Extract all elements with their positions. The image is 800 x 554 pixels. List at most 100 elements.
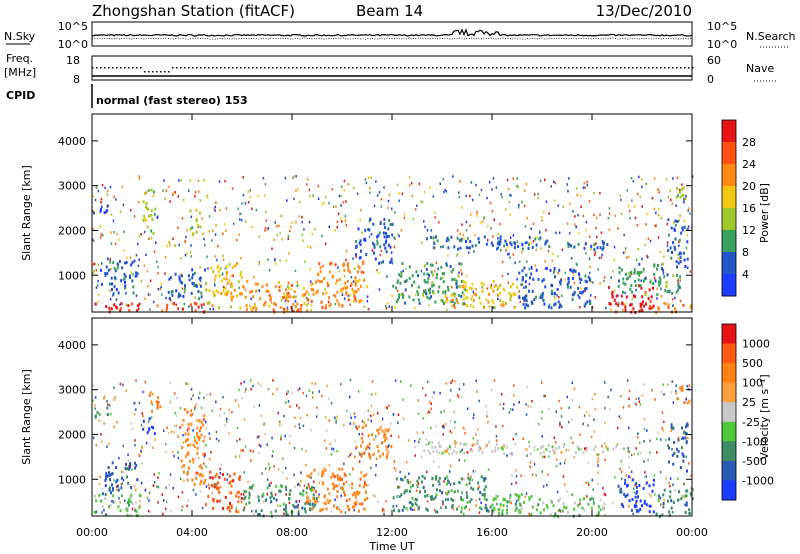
echo-cell	[273, 496, 276, 500]
echo-cell	[422, 486, 425, 489]
echo-cell	[499, 291, 502, 295]
echo-cell	[304, 510, 307, 514]
echo-cell	[183, 408, 186, 411]
scatter-point	[557, 255, 559, 258]
echo-cell	[179, 294, 182, 297]
scatter-point	[106, 193, 109, 196]
scatter-point	[509, 494, 512, 497]
echo-cell	[518, 295, 521, 299]
echo-cell	[582, 451, 585, 455]
scatter-point	[335, 418, 337, 422]
echo-cell	[645, 503, 648, 507]
echo-cell	[405, 506, 408, 510]
scatter-point	[354, 440, 357, 444]
echo-cell	[282, 502, 285, 506]
echo-cell	[200, 295, 203, 299]
echo-cell	[184, 432, 187, 436]
echo-cell	[372, 452, 375, 456]
echo-cell	[681, 426, 683, 430]
scatter-point	[356, 192, 359, 195]
scatter-point	[371, 249, 374, 252]
scatter-point	[507, 272, 509, 276]
scatter-point	[667, 195, 670, 199]
scatter-point	[129, 256, 132, 259]
scatter-point	[601, 445, 603, 448]
echo-cell	[390, 260, 393, 264]
echo-cell	[671, 453, 674, 457]
scatter-point	[147, 189, 150, 192]
scatter-point	[501, 195, 503, 199]
echo-cell	[392, 496, 395, 500]
scatter-point	[429, 186, 431, 189]
scatter-point	[672, 483, 674, 486]
colorbar-segment	[722, 402, 736, 423]
scatter-point	[248, 304, 251, 308]
scatter-point	[516, 240, 519, 243]
echo-cell	[535, 268, 538, 272]
scatter-point	[490, 283, 493, 287]
scatter-point	[293, 197, 295, 201]
echo-cell	[230, 506, 233, 510]
scatter-point	[101, 511, 103, 514]
scatter-point	[583, 414, 586, 417]
scatter-point	[264, 226, 267, 230]
freq-point	[268, 67, 270, 69]
scatter-point	[681, 183, 683, 186]
echo-cell	[124, 466, 127, 470]
echo-cell	[554, 302, 557, 306]
echo-cell	[457, 274, 460, 278]
scatter-point	[101, 234, 104, 237]
freq-point	[184, 67, 186, 69]
scatter-point	[668, 481, 670, 485]
scatter-point	[628, 404, 630, 408]
echo-cell	[672, 427, 675, 431]
echo-cell	[364, 498, 367, 502]
scatter-point	[344, 511, 347, 514]
scatter-point	[597, 464, 599, 467]
scatter-point	[198, 190, 200, 193]
scatter-point	[464, 432, 466, 435]
scatter-point	[232, 274, 234, 277]
echo-cell	[565, 506, 568, 510]
echo-cell	[181, 281, 184, 285]
scatter-point	[522, 437, 524, 441]
echo-cell	[115, 480, 118, 484]
echo-cell	[290, 283, 293, 287]
scatter-point	[119, 500, 121, 504]
scatter-point	[309, 195, 311, 198]
scatter-point	[435, 424, 438, 428]
echo-cell	[187, 451, 190, 455]
scatter-point	[433, 460, 435, 463]
freq-trace	[92, 67, 694, 73]
echo-cell	[103, 211, 106, 215]
echo-cell	[305, 290, 308, 294]
scatter-point	[177, 495, 180, 499]
echo-cell	[639, 508, 642, 511]
echo-cell	[415, 270, 418, 274]
scatter-point	[150, 236, 153, 240]
scatter-point	[678, 240, 680, 244]
scatter-point	[164, 256, 167, 259]
freq-point	[244, 67, 246, 69]
echo-cell	[451, 504, 454, 507]
freq-point	[116, 67, 118, 69]
scatter-point	[284, 434, 286, 438]
scatter-point	[533, 193, 536, 196]
echo-cell	[640, 303, 643, 307]
echo-cell	[372, 222, 375, 226]
scatter-point	[476, 390, 478, 393]
echo-cell	[256, 282, 259, 286]
echo-cell	[584, 242, 587, 246]
echo-cell	[144, 192, 147, 195]
scatter-point	[433, 269, 436, 273]
echo-cell	[357, 492, 359, 496]
echo-cell	[674, 219, 677, 223]
echo-cell	[497, 447, 500, 451]
echo-cell	[149, 391, 152, 395]
echo-cell	[128, 503, 130, 507]
scatter-point	[497, 246, 499, 249]
scatter-point	[672, 401, 675, 404]
scatter-point	[414, 454, 416, 457]
scatter-point	[414, 306, 416, 310]
echo-cell	[195, 219, 198, 223]
